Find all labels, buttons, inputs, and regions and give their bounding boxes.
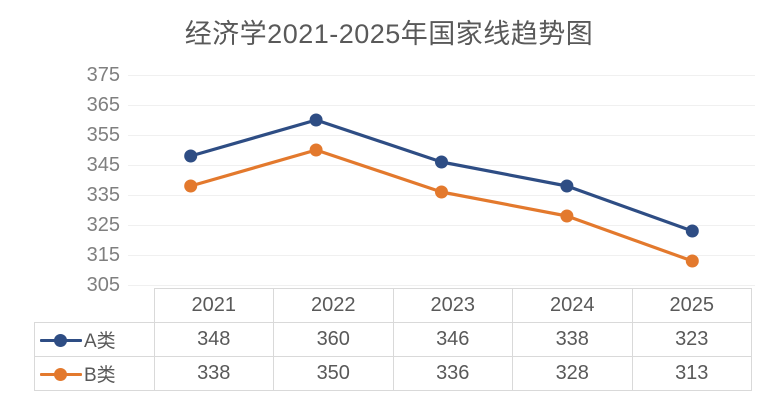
plot-area — [128, 75, 755, 286]
y-axis-tick-label: 365 — [86, 94, 120, 116]
table-header-cell: 2024 — [512, 288, 633, 323]
data-table: 2021 2022 2023 2024 2025 A类 348 360 346 338 323 B类 3… — [34, 288, 752, 391]
data-point-marker — [560, 209, 574, 223]
table-corner-cell — [35, 289, 155, 323]
data-point-marker — [685, 254, 699, 268]
data-point-marker — [435, 185, 448, 199]
legend-label: B类 — [84, 365, 116, 386]
table-cell: 328 — [512, 356, 633, 391]
table-cell: 348 — [153, 322, 274, 357]
table-cell: 346 — [392, 322, 513, 357]
table-cell: 313 — [631, 356, 752, 391]
page-title: 经济学2021-2025年国家线趋势图 — [184, 19, 594, 49]
legend-item-b[interactable]: B类 — [34, 356, 155, 391]
table-row: B类 338 350 336 328 313 — [34, 356, 752, 391]
y-axis-tick-label: 335 — [86, 184, 120, 206]
data-point-marker — [435, 155, 448, 169]
legend-marker-icon — [40, 333, 82, 347]
table-header-cell: 2025 — [631, 288, 752, 323]
series-line-a — [189, 118, 694, 233]
data-point-marker — [184, 179, 198, 193]
table-header-cell: 2022 — [273, 288, 394, 323]
data-point-marker — [560, 179, 574, 193]
table-cell: 336 — [392, 356, 513, 391]
table-cell: 350 — [273, 356, 394, 391]
gridline — [128, 225, 755, 226]
data-table-body: 2021 2022 2023 2024 2025 A类 348 360 346 338 323 B类 3… — [34, 288, 752, 391]
gridline — [128, 105, 755, 106]
gridline — [128, 135, 755, 136]
table-header-row: 2021 2022 2023 2024 2025 — [35, 288, 752, 323]
data-point-marker — [309, 113, 323, 127]
gridline — [128, 75, 755, 76]
gridline — [128, 255, 755, 256]
y-axis-tick-label: 305 — [86, 274, 120, 296]
series-lines — [184, 113, 699, 268]
table-cell: 338 — [153, 356, 274, 391]
table-cell: 338 — [512, 322, 633, 357]
table-header-cell: 2023 — [392, 288, 513, 323]
y-axis-tick-label: 355 — [86, 124, 120, 146]
y-axis-tick-label: 375 — [86, 64, 120, 86]
y-axis-tick-label: 325 — [86, 214, 120, 236]
legend-item-a[interactable]: A类 — [34, 322, 155, 357]
data-point-marker — [184, 149, 198, 163]
y-axis-labels: 375 365 355 345 335 325 315 305 — [62, 65, 120, 295]
table-header-cell: 2021 — [153, 288, 274, 323]
table-cell: 323 — [631, 322, 752, 357]
legend-marker-icon — [40, 367, 82, 381]
table-cell: 360 — [273, 322, 394, 357]
gridline — [128, 285, 755, 286]
data-point-marker — [685, 224, 699, 238]
data-point-marker — [309, 143, 323, 157]
y-axis-tick-label: 345 — [86, 154, 120, 176]
y-axis-tick-label: 315 — [86, 244, 120, 266]
table-row: A类 348 360 346 338 323 — [34, 322, 752, 357]
legend-label: A类 — [84, 331, 116, 352]
